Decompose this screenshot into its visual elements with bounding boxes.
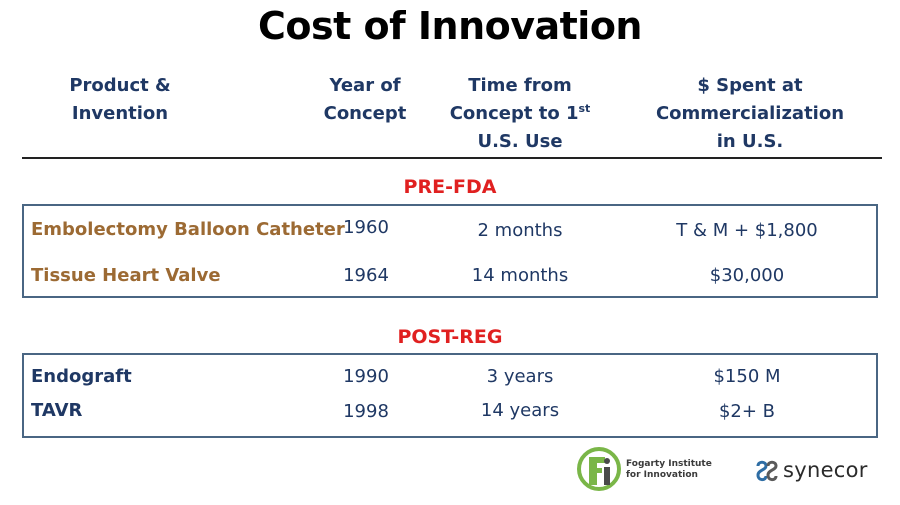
row-name: Endograft — [31, 366, 132, 387]
header-time-line3: U.S. Use — [477, 131, 563, 152]
row-year: 1998 — [343, 401, 389, 422]
row-spent: $30,000 — [709, 265, 785, 286]
header-product: Product & Invention — [45, 72, 195, 128]
pre-fda-box — [22, 204, 878, 298]
header-time-line2: Concept to 1st — [425, 100, 615, 128]
row-spent: T & M + $1,800 — [676, 220, 818, 241]
fogarty-logo-icon — [577, 447, 621, 491]
row-time: 2 months — [477, 220, 563, 241]
synecor-logo-text: synecor — [783, 458, 868, 482]
fogarty-logo-line1: Fogarty Institute — [626, 459, 712, 469]
row-name: TAVR — [31, 400, 83, 421]
row-time: 14 years — [480, 400, 560, 421]
post-reg-box — [22, 353, 878, 438]
row-spent: $2+ B — [718, 401, 776, 422]
header-year-line2: Concept — [323, 103, 407, 124]
fogarty-logo-text: Fogarty Institute for Innovation — [626, 459, 712, 481]
section-label-pre-fda: PRE-FDA — [403, 176, 497, 198]
header-product-line1: Product & — [69, 75, 171, 96]
fogarty-logo-line2: for Innovation — [626, 470, 698, 480]
header-spent: $ Spent at Commercialization in U.S. — [630, 72, 870, 156]
header-divider — [22, 157, 882, 159]
page-title: Cost of Innovation — [258, 4, 643, 48]
header-spent-line2: Commercialization — [655, 103, 845, 124]
row-year: 1960 — [343, 217, 389, 238]
header-product-line2: Invention — [71, 103, 169, 124]
header-time-line2-sup: st — [578, 102, 591, 115]
section-label-post-reg: POST-REG — [397, 326, 503, 348]
header-year-line1: Year of — [329, 75, 401, 96]
header-time-line2-main: Concept to 1 — [449, 103, 579, 124]
row-time: 3 years — [486, 366, 554, 387]
header-spent-line3: in U.S. — [716, 131, 784, 152]
row-name: Embolectomy Balloon Catheter — [31, 219, 345, 240]
row-name: Tissue Heart Valve — [31, 265, 221, 286]
row-time: 14 months — [471, 265, 569, 286]
header-time-line1: Time from — [468, 75, 572, 96]
synecor-logo: synecor — [754, 458, 884, 484]
row-spent: $150 M — [713, 366, 781, 387]
row-year: 1964 — [343, 265, 389, 286]
header-spent-line1: $ Spent at — [697, 75, 803, 96]
fogarty-logo: Fogarty Institute for Innovation — [576, 446, 746, 492]
header-year: Year of Concept — [305, 72, 425, 128]
header-time: Time from Concept to 1st U.S. Use — [425, 72, 615, 156]
row-year: 1990 — [343, 366, 389, 387]
synecor-logo-icon — [756, 460, 778, 482]
